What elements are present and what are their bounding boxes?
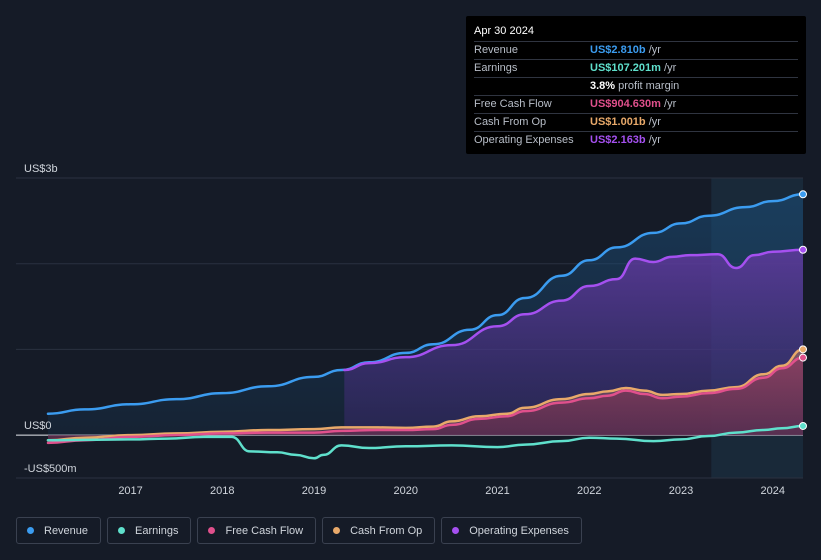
tooltip-row-value: 3.8% profit margin bbox=[590, 80, 680, 92]
legend-dot-icon bbox=[27, 527, 34, 534]
legend-label: Operating Expenses bbox=[469, 524, 569, 537]
tooltip-row-label: Free Cash Flow bbox=[474, 98, 552, 110]
tooltip-date: Apr 30 2024 bbox=[474, 24, 798, 42]
x-tick-label: 2023 bbox=[669, 485, 693, 497]
legend-dot-icon bbox=[452, 527, 460, 534]
tooltip-row-value: US$107.201m /yr bbox=[590, 62, 677, 74]
revenue-end-point bbox=[799, 190, 807, 199]
legend-label: Earnings bbox=[135, 524, 179, 537]
cash-from-op-end-point bbox=[799, 345, 807, 354]
legend-dot-icon bbox=[208, 527, 216, 534]
operating-expenses-line bbox=[343, 248, 805, 372]
legend-label: Cash From Op bbox=[350, 524, 423, 537]
x-tick-label: 2022 bbox=[577, 485, 601, 497]
free-cash-flow-end-point bbox=[799, 353, 807, 362]
tooltip-row-value: US$904.630m /yr bbox=[590, 98, 677, 110]
y-tick-label: US$0 bbox=[24, 420, 52, 432]
y-tick-label: US$3b bbox=[24, 163, 58, 175]
legend-item-revenue[interactable]: Revenue bbox=[16, 517, 102, 544]
tooltip-row-value: US$2.163b /yr bbox=[590, 134, 661, 146]
free-cash-flow-line bbox=[46, 356, 805, 445]
legend-item-free-cash-flow[interactable]: Free Cash Flow bbox=[197, 517, 317, 544]
x-tick-label: 2017 bbox=[118, 485, 142, 497]
tooltip-row-value: US$2.810b /yr bbox=[590, 44, 661, 56]
x-tick-label: 2024 bbox=[760, 485, 784, 497]
operating-expenses-area bbox=[344, 249, 803, 436]
earnings-line bbox=[46, 424, 805, 460]
tooltip-row: 3.8% profit margin bbox=[474, 78, 798, 96]
earnings-end-point bbox=[799, 421, 807, 430]
x-tick-label: 2018 bbox=[210, 485, 234, 497]
revenue-line bbox=[46, 193, 805, 415]
tooltip-row-label: Cash From Op bbox=[474, 116, 547, 128]
legend-dot-icon bbox=[333, 527, 341, 534]
x-tick-label: 2020 bbox=[394, 485, 418, 497]
tooltip-row-value: US$1.001b /yr bbox=[590, 116, 661, 128]
tooltip-row-label: Operating Expenses bbox=[474, 134, 574, 146]
legend-dot-icon bbox=[118, 527, 126, 534]
legend-item-operating-expenses[interactable]: Operating Expenses bbox=[441, 517, 582, 544]
legend-label: Free Cash Flow bbox=[225, 524, 304, 537]
free-cash-flow-area bbox=[48, 357, 803, 443]
tooltip-row: Revenue US$2.810b /yr bbox=[474, 42, 798, 60]
legend-item-earnings[interactable]: Earnings bbox=[107, 517, 192, 544]
x-tick-label: 2019 bbox=[302, 485, 326, 497]
operating-expenses-end-point bbox=[799, 245, 807, 254]
tooltip-row-label bbox=[474, 78, 590, 95]
tooltip-row: Operating Expenses US$2.163b /yr bbox=[474, 132, 798, 149]
y-tick-label: -US$500m bbox=[24, 463, 77, 475]
cash-from-op-line bbox=[46, 348, 805, 442]
legend-item-cash-from-op[interactable]: Cash From Op bbox=[322, 517, 436, 544]
tooltip-row: Cash From Op US$1.001b /yr bbox=[474, 114, 798, 132]
tooltip-panel: Apr 30 2024 Revenue US$2.810b /yr Earnings… bbox=[466, 16, 806, 154]
tooltip-row-label: Earnings bbox=[474, 62, 518, 74]
tooltip-row: Free Cash Flow US$904.630m /yr bbox=[474, 96, 798, 114]
tooltip-row: Earnings US$107.201m /yr bbox=[474, 60, 798, 78]
legend: Revenue Earnings Free Cash Flow Cash From O… bbox=[16, 517, 582, 544]
x-tick-label: 2021 bbox=[485, 485, 509, 497]
legend-label: Revenue bbox=[44, 524, 89, 537]
tooltip-row-label: Revenue bbox=[474, 44, 519, 56]
